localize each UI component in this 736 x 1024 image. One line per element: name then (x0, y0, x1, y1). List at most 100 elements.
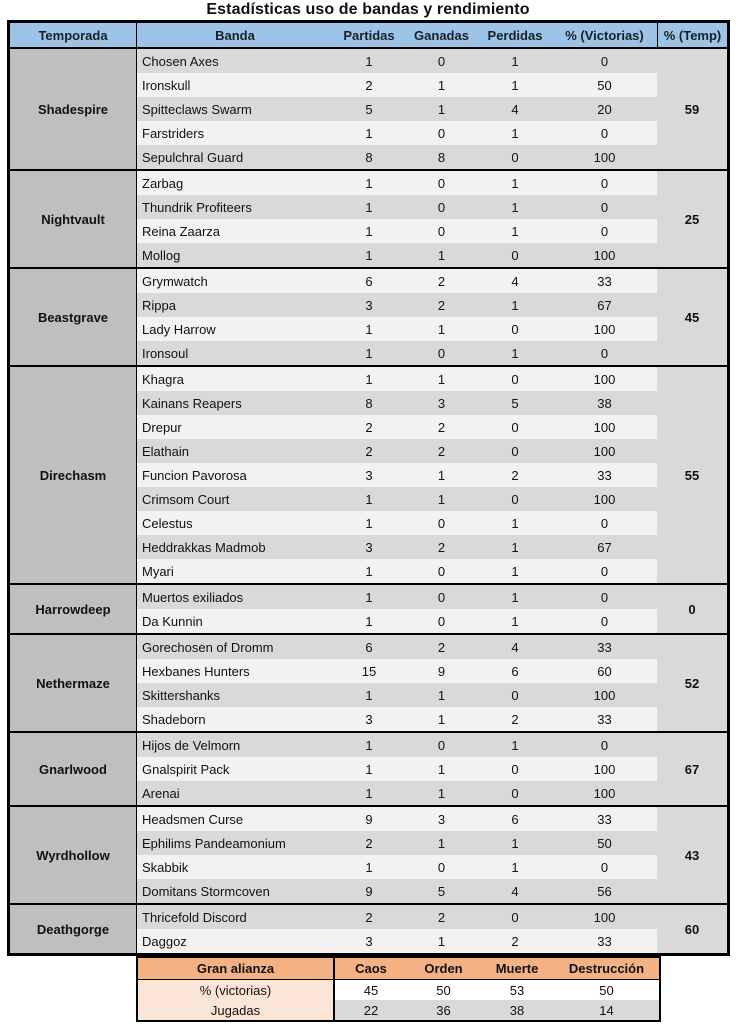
band-name: Domitans Stormcoven (136, 879, 333, 903)
band-partidas: 3 (333, 707, 405, 731)
band-name: Skittershanks (136, 683, 333, 707)
column-header-temp: % (Temp) (657, 23, 727, 47)
band-perdidas: 0 (478, 145, 552, 169)
band-win-pct: 100 (552, 145, 657, 169)
band-name: Celestus (136, 511, 333, 535)
season-group-shadespire: Shadespire 59 Chosen Axes 1 0 1 0 Ironskull 2 1 1 5… (10, 49, 727, 169)
summary-value: 50 (407, 980, 480, 1000)
band-perdidas: 2 (478, 463, 552, 487)
band-partidas: 2 (333, 439, 405, 463)
band-ganadas: 0 (405, 511, 478, 535)
season-label: Shadespire (10, 49, 136, 169)
summary-row-victorias: % (victorias) 45 50 53 50 (138, 980, 659, 1000)
column-header-ganadas: Ganadas (414, 27, 469, 43)
band-perdidas: 0 (478, 243, 552, 267)
band-ganadas: 5 (405, 879, 478, 903)
summary-value: 14 (554, 1000, 659, 1020)
band-win-pct: 67 (552, 293, 657, 317)
band-ganadas: 1 (405, 317, 478, 341)
band-ganadas: 2 (405, 905, 478, 929)
season-label: Nightvault (10, 171, 136, 267)
band-name: Farstriders (136, 121, 333, 145)
band-ganadas: 9 (405, 659, 478, 683)
band-name: Elathain (136, 439, 333, 463)
band-win-pct: 0 (552, 609, 657, 633)
band-partidas: 1 (333, 195, 405, 219)
band-name: Chosen Axes (136, 49, 333, 73)
band-name: Thundrik Profiteers (136, 195, 333, 219)
band-win-pct: 0 (552, 585, 657, 609)
band-win-pct: 50 (552, 73, 657, 97)
band-win-pct: 33 (552, 463, 657, 487)
band-name: Skabbik (136, 855, 333, 879)
season-label: Wyrdhollow (10, 807, 136, 903)
band-perdidas: 1 (478, 171, 552, 195)
summary-row-jugadas: Jugadas 22 36 38 14 (138, 1000, 659, 1020)
table-header-row: Temporada Banda Partidas Ganadas Perdidas % (… (10, 23, 727, 49)
band-ganadas: 1 (405, 781, 478, 805)
band-name: Ephilims Pandeamonium (136, 831, 333, 855)
band-partidas: 1 (333, 559, 405, 583)
band-partidas: 2 (333, 415, 405, 439)
band-name: Thricefold Discord (136, 905, 333, 929)
band-perdidas: 4 (478, 97, 552, 121)
band-perdidas: 0 (478, 415, 552, 439)
band-perdidas: 1 (478, 831, 552, 855)
season-win-pct: 59 (657, 49, 727, 169)
band-name: Muertos exiliados (136, 585, 333, 609)
season-label: Nethermaze (10, 635, 136, 731)
band-name: Funcion Pavorosa (136, 463, 333, 487)
band-perdidas: 4 (478, 635, 552, 659)
band-partidas: 2 (333, 831, 405, 855)
column-header-partidas: Partidas (343, 27, 395, 43)
band-partidas: 8 (333, 391, 405, 415)
band-ganadas: 1 (405, 73, 478, 97)
band-ganadas: 0 (405, 559, 478, 583)
band-name: Daggoz (136, 929, 333, 953)
band-win-pct: 100 (552, 683, 657, 707)
summary-corner-label: Gran alianza (138, 958, 335, 979)
band-win-pct: 60 (552, 659, 657, 683)
band-win-pct: 100 (552, 757, 657, 781)
band-partidas: 1 (333, 733, 405, 757)
season-win-pct: 45 (657, 269, 727, 365)
band-partidas: 3 (333, 293, 405, 317)
summary-column-destrucci-n: Destrucción (554, 958, 659, 979)
band-win-pct: 100 (552, 905, 657, 929)
season-win-pct: 0 (657, 585, 727, 633)
band-ganadas: 1 (405, 707, 478, 731)
table-body: Shadespire 59 Chosen Axes 1 0 1 0 Ironskull 2 1 1 5… (10, 49, 727, 953)
band-ganadas: 3 (405, 391, 478, 415)
summary-header-row: Gran alianza Caos Orden Muerte Destrucción (138, 958, 659, 980)
band-win-pct: 0 (552, 511, 657, 535)
band-win-pct: 0 (552, 121, 657, 145)
season-label: Deathgorge (10, 905, 136, 953)
band-ganadas: 1 (405, 97, 478, 121)
season-label: Beastgrave (10, 269, 136, 365)
band-name: Drepur (136, 415, 333, 439)
grand-alliance-summary-table: Gran alianza Caos Orden Muerte Destrucción% … (136, 956, 661, 1022)
band-perdidas: 2 (478, 929, 552, 953)
band-partidas: 5 (333, 97, 405, 121)
season-win-pct: 55 (657, 367, 727, 583)
band-win-pct: 33 (552, 807, 657, 831)
summary-row-label: % (victorias) (138, 980, 335, 1000)
band-name: Gorechosen of Dromm (136, 635, 333, 659)
band-win-pct: 20 (552, 97, 657, 121)
band-ganadas: 0 (405, 195, 478, 219)
season-group-gnarlwood: Gnarlwood 67 Hijos de Velmorn 1 0 1 0 Gnalspiri… (10, 731, 727, 805)
band-ganadas: 1 (405, 683, 478, 707)
band-partidas: 1 (333, 757, 405, 781)
band-perdidas: 0 (478, 367, 552, 391)
band-perdidas: 1 (478, 49, 552, 73)
band-ganadas: 1 (405, 929, 478, 953)
band-partidas: 1 (333, 171, 405, 195)
band-partidas: 6 (333, 635, 405, 659)
band-perdidas: 4 (478, 879, 552, 903)
band-ganadas: 0 (405, 171, 478, 195)
band-partidas: 9 (333, 807, 405, 831)
band-partidas: 1 (333, 49, 405, 73)
column-header-victorias: % (Victorias) (565, 27, 644, 43)
band-ganadas: 1 (405, 757, 478, 781)
season-win-pct: 67 (657, 733, 727, 805)
